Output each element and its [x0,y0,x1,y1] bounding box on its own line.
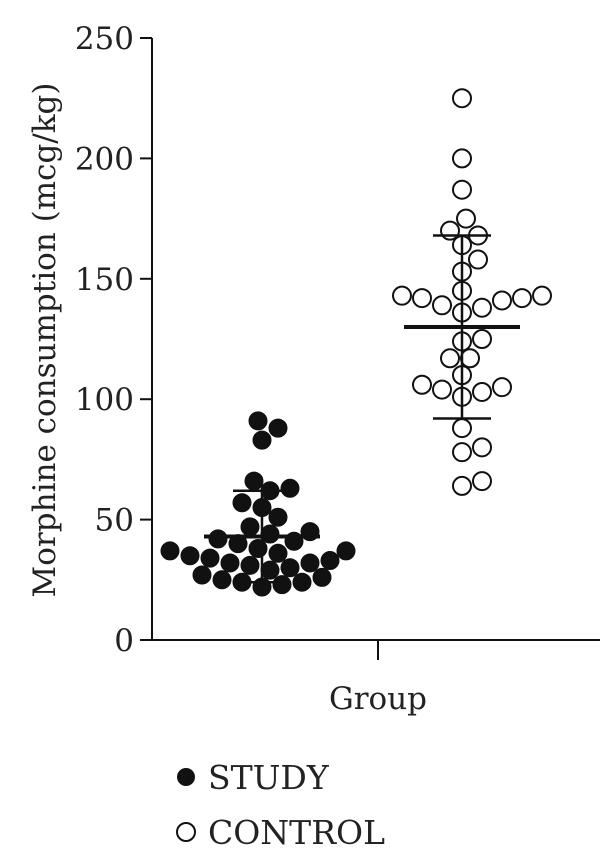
study-data-point [300,553,320,573]
study-data-point [280,558,300,578]
study-data-point [248,411,268,431]
study-data-point [240,555,260,575]
study-data-point [272,575,292,595]
study-data-point [212,570,232,590]
control-data-point [472,329,492,349]
study-data-point [200,548,220,568]
study-data-point [268,507,288,527]
study-data-point [244,471,264,491]
y-tick-label: 100 [75,382,134,418]
control-data-point [432,295,452,316]
control-data-point [412,374,432,395]
y-tick-label: 250 [75,21,134,57]
y-tick-label: 0 [114,623,134,659]
study-data-point [240,517,260,537]
study-data-point [260,560,280,580]
y-axis-title: Morphine consumption (mcg/kg) [27,83,63,598]
control-data-point [472,381,492,402]
y-tick-label: 200 [75,141,134,177]
control-data-point [412,288,432,309]
study-data-point [208,529,228,549]
y-tick-label: 150 [75,262,134,298]
y-axis: 0 50 100 150 200 250 [75,21,153,659]
control-data-point [452,418,472,439]
control-data-point [440,348,460,369]
legend-marker-study [177,768,195,786]
study-data-point [268,543,288,563]
study-data-point [248,538,268,558]
error-bars [204,234,520,584]
study-data-point [336,541,356,561]
study-data-point [160,541,180,561]
control-data-point [432,379,452,400]
legend-label-study: STUDY [208,758,330,797]
study-data-point [280,478,300,498]
control-data-point [492,290,512,311]
study-data-point [320,551,340,571]
data-points [160,88,552,597]
control-data-point [472,437,492,458]
study-data-point [180,546,200,566]
legend: STUDY CONTROL [176,758,385,852]
control-data-point [472,297,492,318]
control-data-point [452,148,472,169]
study-data-point [220,553,240,573]
study-data-point [192,565,212,585]
control-data-point [460,348,480,369]
legend-label-control: CONTROL [208,813,385,852]
y-tick-label: 50 [95,503,134,539]
control-data-point [452,442,472,463]
legend-marker-control [176,822,196,842]
study-data-point [312,567,332,587]
control-data-point [452,179,472,200]
study-data-point [232,493,252,513]
control-data-point [472,471,492,492]
control-data-point [512,288,532,309]
control-data-point [452,88,472,109]
x-axis-title: Group [329,681,427,717]
control-data-point [452,475,472,496]
control-data-point [492,377,512,398]
control-data-point [392,285,412,306]
control-data-point [468,249,488,270]
study-data-point [252,430,272,450]
study-data-point [292,572,312,592]
control-data-point [456,208,476,229]
control-data-point [440,220,460,241]
control-data-point [532,285,552,306]
x-axis [152,639,600,660]
study-data-point [260,524,280,544]
study-data-point [268,418,288,438]
